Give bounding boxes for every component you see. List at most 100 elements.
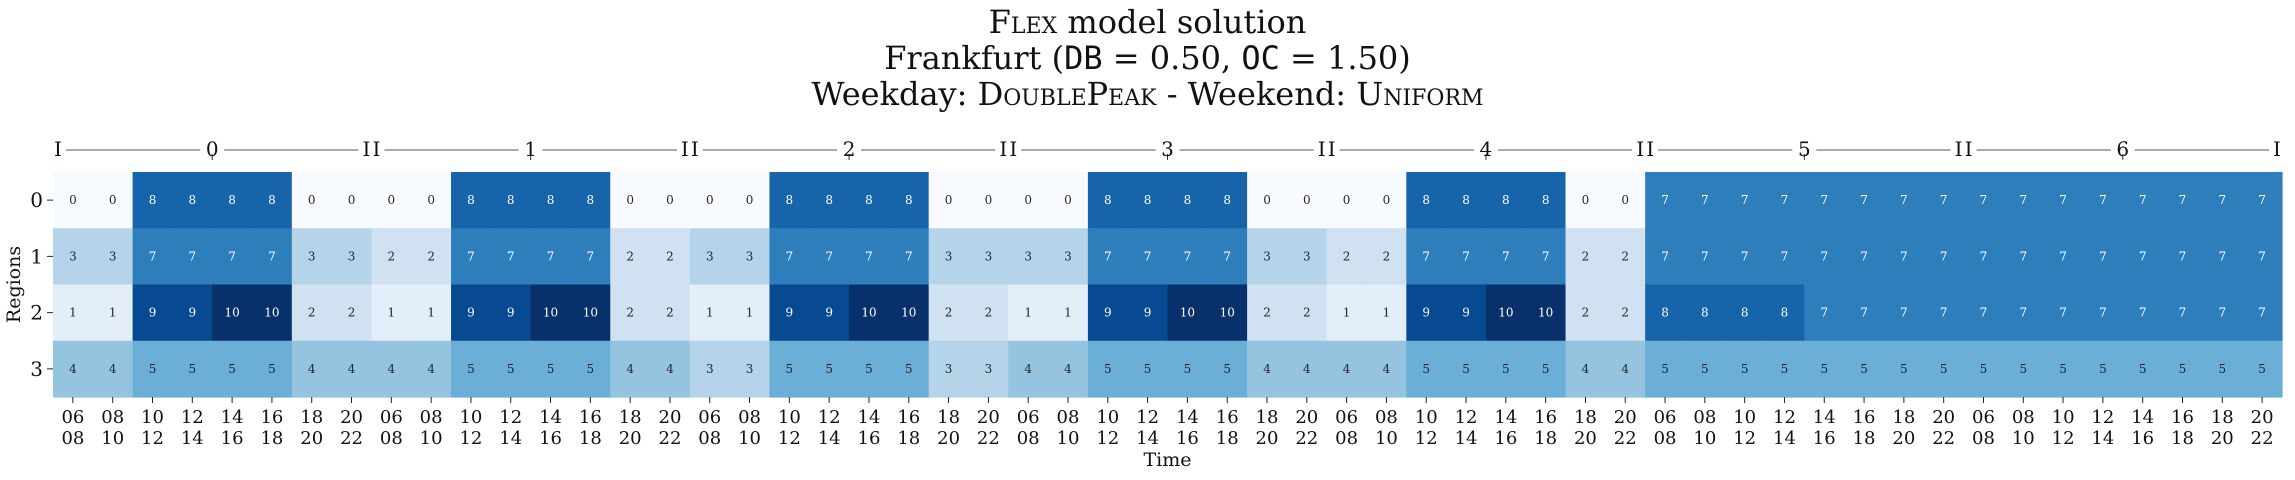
heatmap-cell <box>1883 228 1925 286</box>
x-tick-label-end: 10 <box>1693 428 1716 449</box>
cell-value-label: 8 <box>905 193 913 207</box>
cell-value-label: 3 <box>945 249 953 263</box>
heatmap-cell <box>650 340 691 398</box>
heatmap-cell <box>252 340 293 398</box>
x-tick-label-start: 16 <box>2171 407 2194 428</box>
db-key: DB <box>1064 39 1103 77</box>
cell-value-label: 7 <box>1940 193 1948 207</box>
cell-value-label: 1 <box>746 306 754 320</box>
heatmap-cell <box>2082 340 2124 398</box>
heatmap-cell <box>610 340 651 398</box>
cell-value-label: 4 <box>348 362 356 376</box>
x-tick-label-start: 12 <box>1773 407 1796 428</box>
cell-value-label: 2 <box>1263 306 1271 320</box>
day-bracket-start: I <box>1009 137 1017 161</box>
cell-value-label: 2 <box>626 306 634 320</box>
day-bracket-start: I <box>1646 137 1654 161</box>
heatmap-cell <box>92 340 134 398</box>
x-tick-label-start: 06 <box>1972 407 1995 428</box>
heatmap-cell <box>1326 340 1368 398</box>
heatmap-cell <box>411 172 452 229</box>
heatmap-cell <box>2202 340 2243 398</box>
heatmap-cell <box>1446 228 1487 286</box>
x-tick-label-start: 06 <box>380 407 403 428</box>
heatmap-cell <box>490 228 532 286</box>
cell-value-label: 7 <box>2179 249 2187 263</box>
cell-value-label: 7 <box>1781 193 1789 207</box>
heatmap-cell <box>729 284 771 342</box>
weekend-label: - Weekend: <box>1156 75 1357 113</box>
cell-value-label: 3 <box>746 249 754 263</box>
heatmap-cell <box>570 172 611 229</box>
x-tick-label-start: 08 <box>738 407 761 428</box>
cell-value-label: 0 <box>706 193 714 207</box>
cell-value-label: 5 <box>1741 362 1749 376</box>
x-tick-label-end: 20 <box>2211 428 2234 449</box>
cell-value-label: 0 <box>1303 193 1311 207</box>
x-tick-label-start: 20 <box>659 407 682 428</box>
cell-value-label: 7 <box>2139 306 2147 320</box>
cell-value-label: 7 <box>1104 249 1112 263</box>
cell-value-label: 2 <box>1582 306 1590 320</box>
cell-value-label: 7 <box>1860 306 1868 320</box>
cell-value-label: 7 <box>1184 249 1192 263</box>
heatmap-cell <box>2242 284 2283 342</box>
cell-value-label: 4 <box>1621 362 1629 376</box>
heatmap-cell <box>2122 284 2164 342</box>
heatmap-cell <box>371 284 412 342</box>
cell-value-label: 7 <box>1422 249 1430 263</box>
heatmap-cell <box>1804 172 1845 229</box>
heatmap-cell <box>1883 172 1925 229</box>
x-tick-label-end: 14 <box>1773 428 1796 449</box>
cell-value-label: 4 <box>1303 362 1311 376</box>
cell-value-label: 4 <box>109 362 117 376</box>
heatmap-cell <box>610 228 651 286</box>
cell-value-label: 2 <box>1343 249 1351 263</box>
cell-value-label: 7 <box>1940 249 1948 263</box>
y-axis-label: Regions <box>3 246 25 323</box>
x-tick-label-end: 18 <box>1853 428 1876 449</box>
cell-value-label: 2 <box>1383 249 1391 263</box>
x-tick-label-start: 14 <box>2131 407 2154 428</box>
x-tick-label-end: 08 <box>1335 428 1358 449</box>
heatmap-cell <box>212 228 253 286</box>
heatmap-cell <box>490 340 532 398</box>
heatmap-cell <box>1167 340 1208 398</box>
day-label: 2 <box>843 137 856 161</box>
heatmap-cell <box>1247 172 1288 229</box>
cell-value-label: 9 <box>1462 306 1470 320</box>
cell-value-label: 9 <box>786 306 794 320</box>
x-tick-label-start: 20 <box>1614 407 1637 428</box>
heatmap-cell <box>2082 172 2124 229</box>
x-tick-label-start: 08 <box>1375 407 1398 428</box>
heatmap-cell <box>849 172 890 229</box>
heatmap-cell <box>1207 228 1248 286</box>
cell-value-label: 9 <box>467 306 475 320</box>
x-tick-label-end: 20 <box>619 428 642 449</box>
x-tick-label-end: 18 <box>2171 428 2194 449</box>
oc-key: OC <box>1241 39 1280 77</box>
cell-value-label: 7 <box>2258 249 2266 263</box>
cell-value-label: 5 <box>905 362 913 376</box>
heatmap-cell <box>1326 228 1368 286</box>
heatmap-cell <box>451 340 492 398</box>
heatmap-cell <box>1605 340 1646 398</box>
heatmap-cell <box>2003 172 2044 229</box>
cell-value-label: 3 <box>1024 249 1032 263</box>
cell-value-label: 7 <box>905 249 913 263</box>
cell-value-label: 5 <box>1820 362 1828 376</box>
heatmap-cell <box>1127 228 1169 286</box>
cell-value-label: 5 <box>2019 362 2027 376</box>
x-tick-label-start: 18 <box>300 407 323 428</box>
heatmap-cell <box>1286 172 1328 229</box>
heatmap-cell <box>2202 228 2243 286</box>
cell-value-label: 7 <box>1980 193 1988 207</box>
cell-value-label: 5 <box>1223 362 1231 376</box>
heatmap-cell <box>2242 340 2283 398</box>
x-tick-label-start: 06 <box>698 407 721 428</box>
x-tick-label-start: 20 <box>977 407 1000 428</box>
heatmap-cell <box>1167 172 1208 229</box>
x-tick-label-end: 18 <box>1534 428 1557 449</box>
cell-value-label: 7 <box>1860 249 1868 263</box>
cell-value-label: 7 <box>1900 306 1908 320</box>
